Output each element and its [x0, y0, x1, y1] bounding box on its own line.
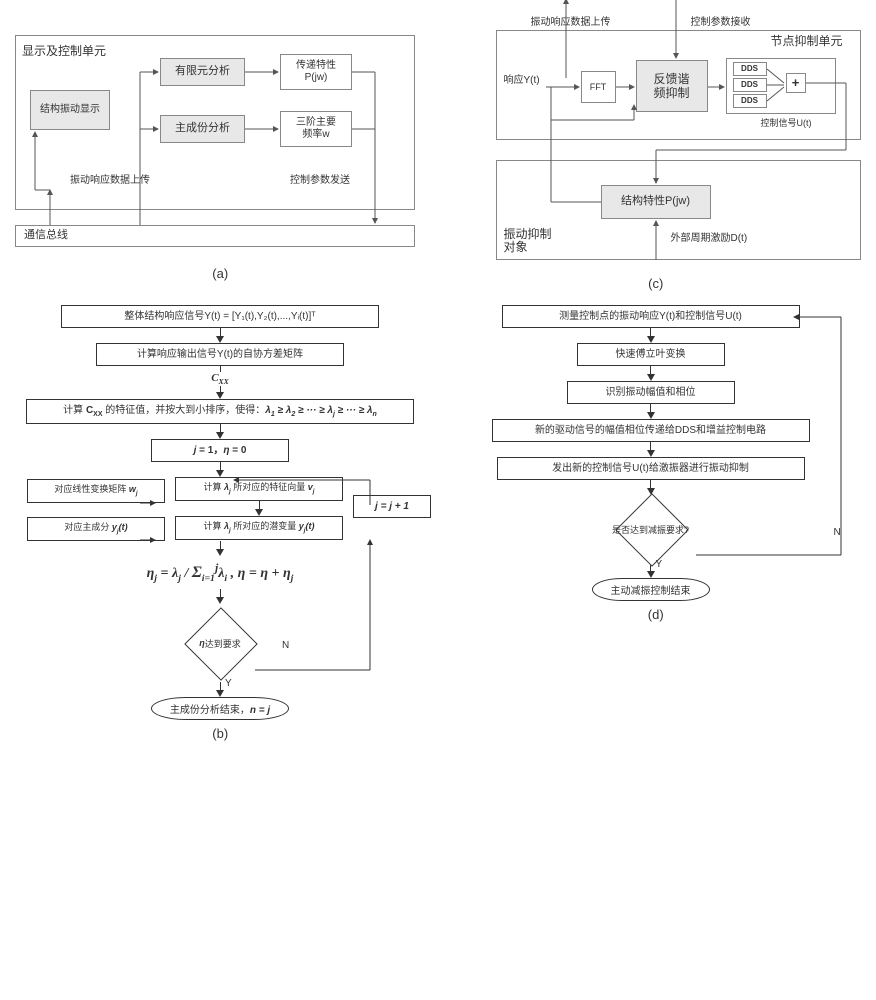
d-end: 主动减振控制结束	[592, 578, 710, 601]
b-cxx: CXX	[211, 372, 229, 386]
d-step4: 新的驱动信号的幅值相位传递给DDS和增益控制电路	[492, 419, 810, 442]
b-step4: j = 1，η = 0	[151, 439, 289, 462]
d-Y: Y	[656, 559, 663, 570]
d-step3: 识别振动幅值和相位	[567, 381, 735, 404]
panel-c-caption: (c)	[446, 276, 867, 291]
panel-c-arrows	[446, 0, 866, 270]
b-end: 主成份分析结束，n = j	[151, 697, 289, 720]
panel-d: 测量控制点的振动响应Y(t)和控制信号U(t) 快速傅立叶变换 识别振动幅值和相…	[446, 305, 867, 741]
b-decision: η 达到要求	[185, 608, 255, 678]
panel-d-caption: (d)	[446, 607, 867, 622]
b-mid1: 计算 λj 所对应的特征向量 vj	[175, 477, 343, 501]
b-side2: 对应主成分 yj(t)	[27, 517, 165, 541]
b-loop: j = j + 1	[353, 495, 431, 518]
d-step2: 快速傅立叶变换	[577, 343, 725, 366]
panel-b-caption: (b)	[10, 726, 431, 741]
b-formula: ηj = λj / Σi=1jλi , η = η + ηj	[112, 556, 328, 589]
b-N: N	[282, 640, 289, 651]
b-side1: 对应线性变换矩阵 wj	[27, 479, 165, 503]
d-step1: 测量控制点的振动响应Y(t)和控制信号U(t)	[502, 305, 800, 328]
b-step1: 整体结构响应信号Y(t) = [Y₁(t),Y₂(t),...,Yᵢ(t)]ᵀ	[61, 305, 379, 328]
b-mid2: 计算 λj 所对应的潜变量 yj(t)	[175, 516, 343, 540]
b-step3: 计算 CXX 的特征值，并按大到小排序，使得：λ1 ≥ λ2 ≥ ··· ≥ λ…	[26, 399, 414, 424]
panel-a-arrows	[10, 10, 420, 260]
panel-b: 整体结构响应信号Y(t) = [Y₁(t),Y₂(t),...,Yᵢ(t)]ᵀ …	[10, 305, 431, 741]
panel-a: 显示及控制单元 结构振动显示 有限元分析 主成份分析 传递特性 P(jw) 三阶…	[10, 10, 431, 285]
d-N: N	[834, 527, 841, 538]
panel-a-caption: (a)	[10, 266, 431, 281]
b-step2: 计算响应输出信号Y(t)的自协方差矩阵	[96, 343, 344, 366]
d-step5: 发出新的控制信号U(t)给激振器进行振动抑制	[497, 457, 805, 480]
d-decision: 是否达到减振要求?	[606, 499, 696, 559]
panel-c: 通信总线 节点抑制单元 FFT 反馈谐 频抑制 DDS DDS DDS + 振动…	[446, 10, 867, 285]
b-Y: Y	[225, 678, 232, 689]
